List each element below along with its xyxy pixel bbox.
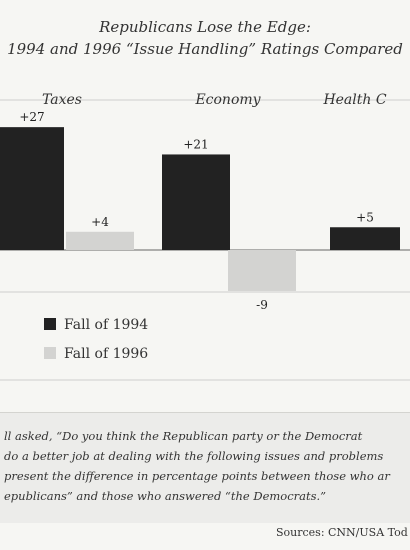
category-label: Economy	[194, 92, 261, 108]
legend-swatch	[44, 318, 56, 330]
chart-title: Republicans Lose the Edge:	[99, 18, 311, 36]
bar-1996	[228, 250, 296, 291]
survey-note: ll asked, “Do you think the Republican p…	[4, 426, 410, 506]
data-label: +21	[183, 137, 208, 151]
note-line: present the difference in percentage poi…	[4, 469, 390, 483]
source-credit: Sources: CNN/USA Tod	[276, 526, 408, 539]
note-line: ll asked, “Do you think the Republican p…	[4, 429, 363, 443]
legend-swatch	[44, 347, 56, 359]
note-panel	[0, 412, 410, 523]
bar-1994	[330, 227, 400, 250]
legend-label: Fall of 1996	[64, 346, 148, 362]
chart-subtitle: 1994 and 1996 “Issue Handling” Ratings C…	[7, 40, 403, 58]
note-line: do a better job at dealing with the foll…	[4, 449, 384, 463]
category-label: Taxes	[42, 92, 82, 108]
bar-1994	[162, 154, 230, 250]
data-label: +27	[19, 110, 44, 124]
bar-1996	[66, 231, 134, 250]
bar-chart: Taxes Economy Health C +27 +21 +5 +4 -9 Fall of …	[0, 92, 410, 381]
bar-1994	[0, 127, 64, 250]
data-label: +5	[356, 210, 374, 224]
category-label: Health C	[322, 92, 386, 108]
data-label: -9	[256, 298, 268, 312]
legend-label: Fall of 1994	[64, 317, 148, 333]
data-label: +4	[91, 215, 109, 229]
note-line: epublicans” and those who answered “the …	[4, 489, 327, 503]
